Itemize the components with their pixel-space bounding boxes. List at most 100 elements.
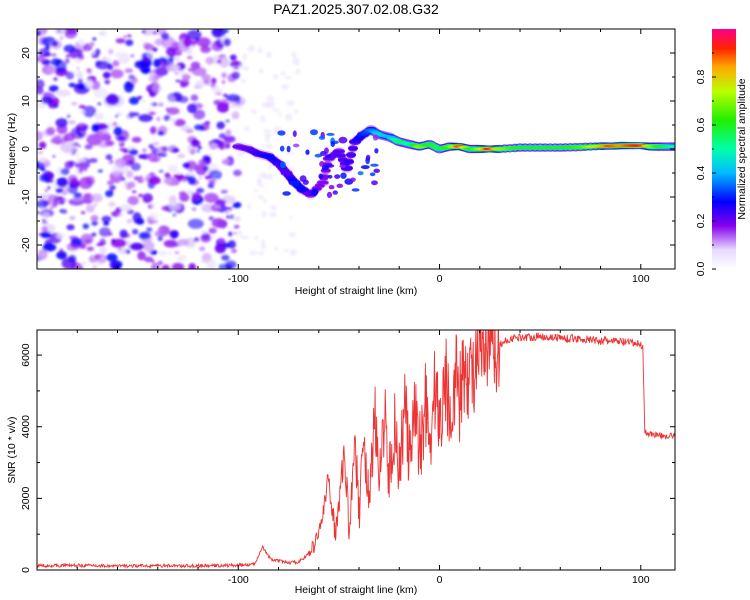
noise-blob xyxy=(201,204,215,213)
noise-blob xyxy=(198,246,206,251)
noise-blob xyxy=(229,54,237,61)
noise-blob xyxy=(81,261,87,266)
noise-blob xyxy=(37,131,43,141)
noise-blob xyxy=(102,71,111,79)
x-tick-label: 100 xyxy=(632,574,650,586)
noise-blob xyxy=(193,237,199,242)
noise-blob xyxy=(68,120,76,125)
noise-blob xyxy=(207,182,215,189)
noise-blob xyxy=(92,264,97,269)
noise-blob xyxy=(223,135,236,143)
noise-blob xyxy=(167,165,179,173)
noise-blob xyxy=(200,233,212,243)
noise-blob xyxy=(42,220,48,225)
signal-ridge xyxy=(232,124,675,200)
noise-blob xyxy=(176,256,183,262)
noise-blob xyxy=(215,199,226,207)
noise-blob xyxy=(99,227,111,237)
noise-blobs xyxy=(37,29,301,269)
noise-blob xyxy=(257,180,262,185)
noise-blob xyxy=(149,71,156,77)
y-tick-label: 20 xyxy=(20,47,32,59)
noise-blob xyxy=(274,246,279,251)
noise-blob xyxy=(216,59,222,64)
noise-blob xyxy=(56,233,65,239)
noise-blob xyxy=(266,95,275,102)
noise-blob xyxy=(239,63,244,70)
noise-blob xyxy=(174,72,178,75)
noise-blob xyxy=(208,227,217,234)
noise-blob xyxy=(51,53,57,57)
ridge-point xyxy=(332,190,338,195)
noise-blob xyxy=(84,79,94,88)
noise-blob xyxy=(243,66,250,72)
colorbar-tick-label: 0.6 xyxy=(695,118,707,133)
noise-blob xyxy=(68,160,75,167)
noise-blob xyxy=(60,142,77,153)
noise-blob xyxy=(67,114,71,118)
noise-blob xyxy=(141,68,152,74)
noise-blob xyxy=(74,58,82,64)
noise-blob xyxy=(268,173,273,181)
spectrogram-x-ticks: -100 0 100 xyxy=(36,29,650,285)
noise-blob xyxy=(195,37,199,42)
noise-blob xyxy=(128,96,140,105)
ridge-point xyxy=(330,141,335,147)
noise-blob xyxy=(92,37,97,41)
noise-blob xyxy=(90,41,95,47)
noise-blob xyxy=(261,211,267,218)
noise-blob xyxy=(119,229,128,239)
noise-blob xyxy=(229,61,243,68)
y-tick-label: -20 xyxy=(20,237,32,252)
noise-blob xyxy=(179,193,190,202)
noise-blob xyxy=(215,205,221,208)
noise-blob xyxy=(118,212,125,218)
ridge-point xyxy=(303,191,309,196)
y-tick-label: 4000 xyxy=(20,415,32,439)
noise-blob xyxy=(73,192,83,198)
noise-blob xyxy=(281,84,289,90)
ridge-point xyxy=(318,173,324,180)
noise-blob xyxy=(138,113,153,122)
noise-blob xyxy=(196,187,205,194)
noise-blob xyxy=(86,246,95,251)
noise-blob xyxy=(152,219,159,224)
noise-blob xyxy=(127,181,136,189)
noise-blob xyxy=(99,238,106,247)
noise-blob xyxy=(175,181,179,186)
ridge-point xyxy=(351,188,360,192)
noise-blob xyxy=(158,152,164,157)
noise-blob xyxy=(259,172,268,179)
noise-blob xyxy=(219,57,230,68)
ridge-point xyxy=(338,136,348,144)
noise-blob xyxy=(166,107,180,115)
noise-blob xyxy=(150,102,154,106)
noise-blob xyxy=(293,109,300,114)
noise-blob xyxy=(42,212,50,220)
noise-blob xyxy=(85,176,95,186)
noise-blob xyxy=(37,151,43,154)
noise-blob xyxy=(251,108,257,115)
noise-blob xyxy=(75,130,81,135)
noise-blob xyxy=(159,170,164,173)
noise-blob xyxy=(130,54,134,58)
noise-blob xyxy=(225,94,241,102)
ridge-point xyxy=(332,149,345,154)
noise-blob xyxy=(266,51,272,58)
noise-blob xyxy=(236,105,242,109)
noise-blob xyxy=(249,250,258,255)
noise-blob xyxy=(126,218,133,224)
noise-blob xyxy=(37,86,44,95)
noise-blob xyxy=(232,66,240,70)
ridge-point xyxy=(326,132,335,136)
ridge-point xyxy=(365,154,371,161)
noise-blob xyxy=(80,233,94,245)
noise-blob xyxy=(108,48,114,55)
ridge-point xyxy=(318,135,326,140)
colorbar-ticks: 0.0 0.2 0.4 0.6 0.8 xyxy=(695,52,716,276)
noise-blob xyxy=(201,73,211,81)
figure-title: PAZ1.2025.307.02.08.G32 xyxy=(273,1,439,17)
noise-blob xyxy=(265,135,270,143)
noise-blob xyxy=(54,104,59,108)
